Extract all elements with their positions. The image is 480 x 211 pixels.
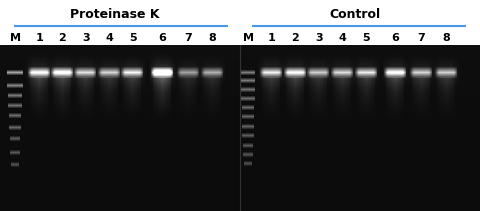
Text: M: M <box>243 33 253 43</box>
Text: 5: 5 <box>129 33 137 43</box>
Text: 3: 3 <box>315 33 323 43</box>
Text: 5: 5 <box>362 33 370 43</box>
Text: 7: 7 <box>418 33 425 43</box>
Text: 4: 4 <box>339 33 347 43</box>
Text: 2: 2 <box>291 33 299 43</box>
Text: 7: 7 <box>184 33 192 43</box>
Text: 2: 2 <box>59 33 66 43</box>
Text: 4: 4 <box>106 33 113 43</box>
Text: Control: Control <box>330 8 381 21</box>
Text: 1: 1 <box>36 33 43 43</box>
Text: 8: 8 <box>443 33 450 43</box>
Text: 3: 3 <box>82 33 90 43</box>
Text: M: M <box>11 33 21 43</box>
Text: 8: 8 <box>209 33 216 43</box>
Text: Proteinase K: Proteinase K <box>71 8 160 21</box>
Text: 6: 6 <box>158 33 166 43</box>
Text: 1: 1 <box>268 33 276 43</box>
Text: 6: 6 <box>392 33 399 43</box>
